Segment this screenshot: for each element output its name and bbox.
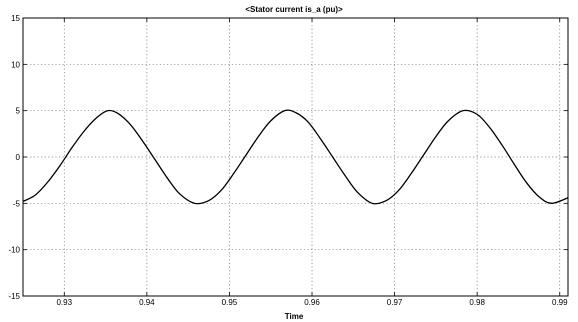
axis-ticks <box>23 17 568 297</box>
x-axis-label: Time <box>285 312 304 321</box>
x-tick-label: 0.95 <box>222 298 238 307</box>
y-tick-labels: -15 -10 -5 0 5 10 15 <box>8 14 20 301</box>
stator-current-trace <box>22 109 569 205</box>
x-tick-label: 0.99 <box>552 298 568 307</box>
x-tick-label: 0.96 <box>304 298 320 307</box>
x-tick-label: 0.94 <box>139 298 155 307</box>
y-tick-label: -10 <box>8 246 20 255</box>
x-tick-label: 0.97 <box>387 298 403 307</box>
chart-title: <Stator current is_a (pu)> <box>245 5 343 14</box>
x-tick-label: 0.93 <box>56 298 72 307</box>
y-tick-label: 10 <box>11 60 20 69</box>
x-tick-labels: 0.93 0.94 0.95 0.96 0.97 0.98 0.99 <box>56 298 568 307</box>
y-tick-label: 15 <box>11 14 20 23</box>
y-tick-label: -15 <box>8 292 20 301</box>
y-tick-label: 5 <box>16 107 21 116</box>
grid-lines <box>23 18 568 296</box>
y-tick-label: -5 <box>13 199 21 208</box>
plot-frame <box>22 17 569 297</box>
x-tick-label: 0.98 <box>469 298 485 307</box>
plot-area <box>23 18 568 296</box>
y-tick-label: 0 <box>16 153 21 162</box>
